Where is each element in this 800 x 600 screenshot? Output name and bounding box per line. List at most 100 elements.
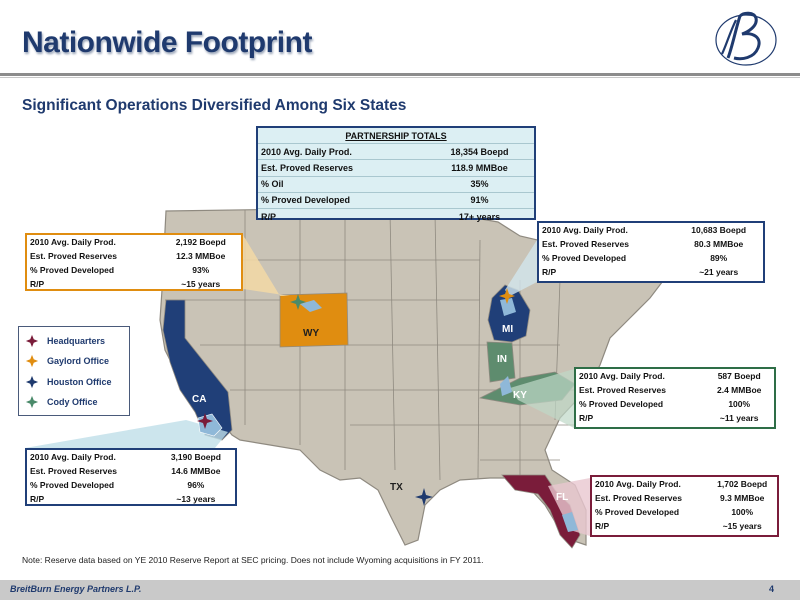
stat-label: % Proved Developed: [579, 399, 664, 409]
legend-label: Cody Office: [47, 397, 98, 407]
mi-field-area: [500, 298, 516, 316]
stat-label: R/P: [30, 494, 45, 504]
partnership-totals-box: PARTNERSHIP TOTALS 2010 Avg. Daily Prod.…: [256, 126, 536, 222]
stat-value: ~21 years: [699, 267, 739, 277]
pt-label: 2010 Avg. Daily Prod.: [258, 143, 425, 161]
ky-field-area: [500, 376, 512, 396]
footer-company: BreitBurn Energy Partners L.P.: [10, 584, 142, 594]
stat-value: ~15 years: [181, 279, 221, 289]
ky-callout-connector: [510, 369, 574, 428]
stat-value: 3,190 Boepd: [170, 452, 221, 462]
pt-value: 18,354 Boepd: [424, 143, 534, 161]
legend-label: Gaylord Office: [47, 356, 110, 366]
legend-item-headquarters: Headquarters: [25, 333, 105, 349]
stat-value: 12.3 MMBoe: [176, 251, 226, 261]
wy-callout-connector: [243, 235, 290, 296]
header-rule: [0, 73, 800, 76]
stat-label: Est. Proved Reserves: [30, 251, 117, 261]
header-rule-thin: [0, 77, 800, 78]
gaylord-office-marker-icon: [499, 288, 515, 304]
pt-label: % Oil: [258, 176, 425, 193]
stat-label: % Proved Developed: [30, 265, 115, 275]
state-label-ky: KY: [513, 390, 527, 401]
houston-office-marker-icon: [415, 488, 433, 506]
stat-value: ~13 years: [176, 494, 216, 504]
state-label-mi: MI: [502, 324, 513, 335]
fl-stats-box: 2010 Avg. Daily Prod. 1,702 Boepd Est. Pr…: [590, 475, 779, 537]
stat-label: R/P: [579, 413, 594, 423]
stat-label: Est. Proved Reserves: [542, 239, 629, 249]
legend-item-gaylord: Gaylord Office: [25, 353, 109, 369]
stat-value: 14.6 MMBoe: [171, 466, 221, 476]
legend-label: Houston Office: [47, 377, 112, 387]
star-marker-icon: [25, 354, 39, 368]
stat-value: 100%: [731, 507, 754, 517]
page-number: 4: [768, 584, 774, 594]
stat-label: 2010 Avg. Daily Prod.: [542, 225, 628, 235]
stat-value: 587 Boepd: [717, 371, 761, 381]
stat-label: % Proved Developed: [595, 507, 680, 517]
state-in: [486, 341, 516, 383]
footer-bar: BreitBurn Energy Partners L.P. 4: [0, 580, 800, 600]
stat-label: 2010 Avg. Daily Prod.: [579, 371, 665, 381]
page-subtitle: Significant Operations Diversified Among…: [22, 97, 407, 114]
fl-field-area: [562, 512, 578, 532]
pt-value: 17+ years: [458, 211, 501, 222]
state-label-tx: TX: [390, 482, 403, 493]
star-marker-icon: [25, 395, 39, 409]
pt-value: 35%: [424, 176, 534, 193]
stat-value: 96%: [187, 480, 205, 490]
stat-value: ~15 years: [722, 521, 762, 531]
legend-item-houston: Houston Office: [25, 374, 112, 390]
stat-label: 2010 Avg. Daily Prod.: [30, 452, 116, 462]
pt-label: R/P: [261, 211, 277, 222]
state-label-ca: CA: [192, 394, 206, 405]
legend-label: Headquarters: [47, 336, 106, 346]
stat-value: 10,683 Boepd: [691, 225, 747, 235]
stat-value: ~11 years: [719, 413, 759, 423]
state-label-wy: WY: [303, 328, 319, 339]
footnote: Note: Reserve data based on YE 2010 Rese…: [22, 555, 484, 565]
stat-label: 2010 Avg. Daily Prod.: [595, 479, 681, 489]
stat-label: R/P: [595, 521, 610, 531]
stat-value: 89%: [710, 253, 728, 263]
ca-callout-connector: [25, 420, 228, 448]
pt-label: % Proved Developed: [258, 192, 425, 209]
map-legend: Headquarters Gaylord Office Houston Offi…: [18, 326, 130, 416]
star-marker-icon: [25, 334, 39, 348]
stat-label: R/P: [542, 267, 557, 277]
state-label-in: IN: [497, 354, 507, 365]
mi-callout-connector: [505, 240, 537, 296]
stat-label: % Proved Developed: [30, 480, 115, 490]
company-logo: [715, 11, 777, 66]
stat-value: 2,192 Boepd: [175, 237, 226, 247]
fl-callout-connector: [548, 478, 590, 536]
stat-label: R/P: [30, 279, 45, 289]
stat-label: 2010 Avg. Daily Prod.: [30, 237, 116, 247]
mi-stats-box: 2010 Avg. Daily Prod. 10,683 Boepd Est. P…: [537, 221, 765, 283]
stat-label: % Proved Developed: [542, 253, 627, 263]
stat-value: 80.3 MMBoe: [694, 239, 744, 249]
state-fl: [501, 474, 581, 549]
legend-item-cody: Cody Office: [25, 394, 98, 410]
wy-field-area: [300, 300, 322, 312]
ky-stats-box: 2010 Avg. Daily Prod. 587 Boepd Est. Prov…: [574, 367, 776, 429]
page-title: Nationwide Footprint: [22, 26, 312, 59]
pt-value: 118.9 MMBoe: [424, 159, 534, 177]
stat-label: Est. Proved Reserves: [30, 466, 117, 476]
stat-value: 9.3 MMBoe: [719, 493, 765, 503]
stat-value: 93%: [192, 265, 210, 275]
stat-value: 1,702 Boepd: [717, 479, 768, 489]
star-marker-icon: [25, 375, 39, 389]
headquarters-marker-icon: [197, 413, 213, 429]
ca-stats-box: 2010 Avg. Daily Prod. 3,190 Boepd Est. Pr…: [25, 448, 237, 506]
pt-label: Est. Proved Reserves: [258, 159, 425, 177]
stat-label: Est. Proved Reserves: [595, 493, 682, 503]
pt-value: 91%: [424, 192, 534, 209]
state-label-fl: FL: [556, 492, 568, 503]
partnership-totals-heading: PARTNERSHIP TOTALS: [258, 128, 534, 145]
cody-office-marker-icon: [290, 294, 306, 310]
stat-label: Est. Proved Reserves: [579, 385, 666, 395]
stat-value: 2.4 MMBoe: [716, 385, 762, 395]
